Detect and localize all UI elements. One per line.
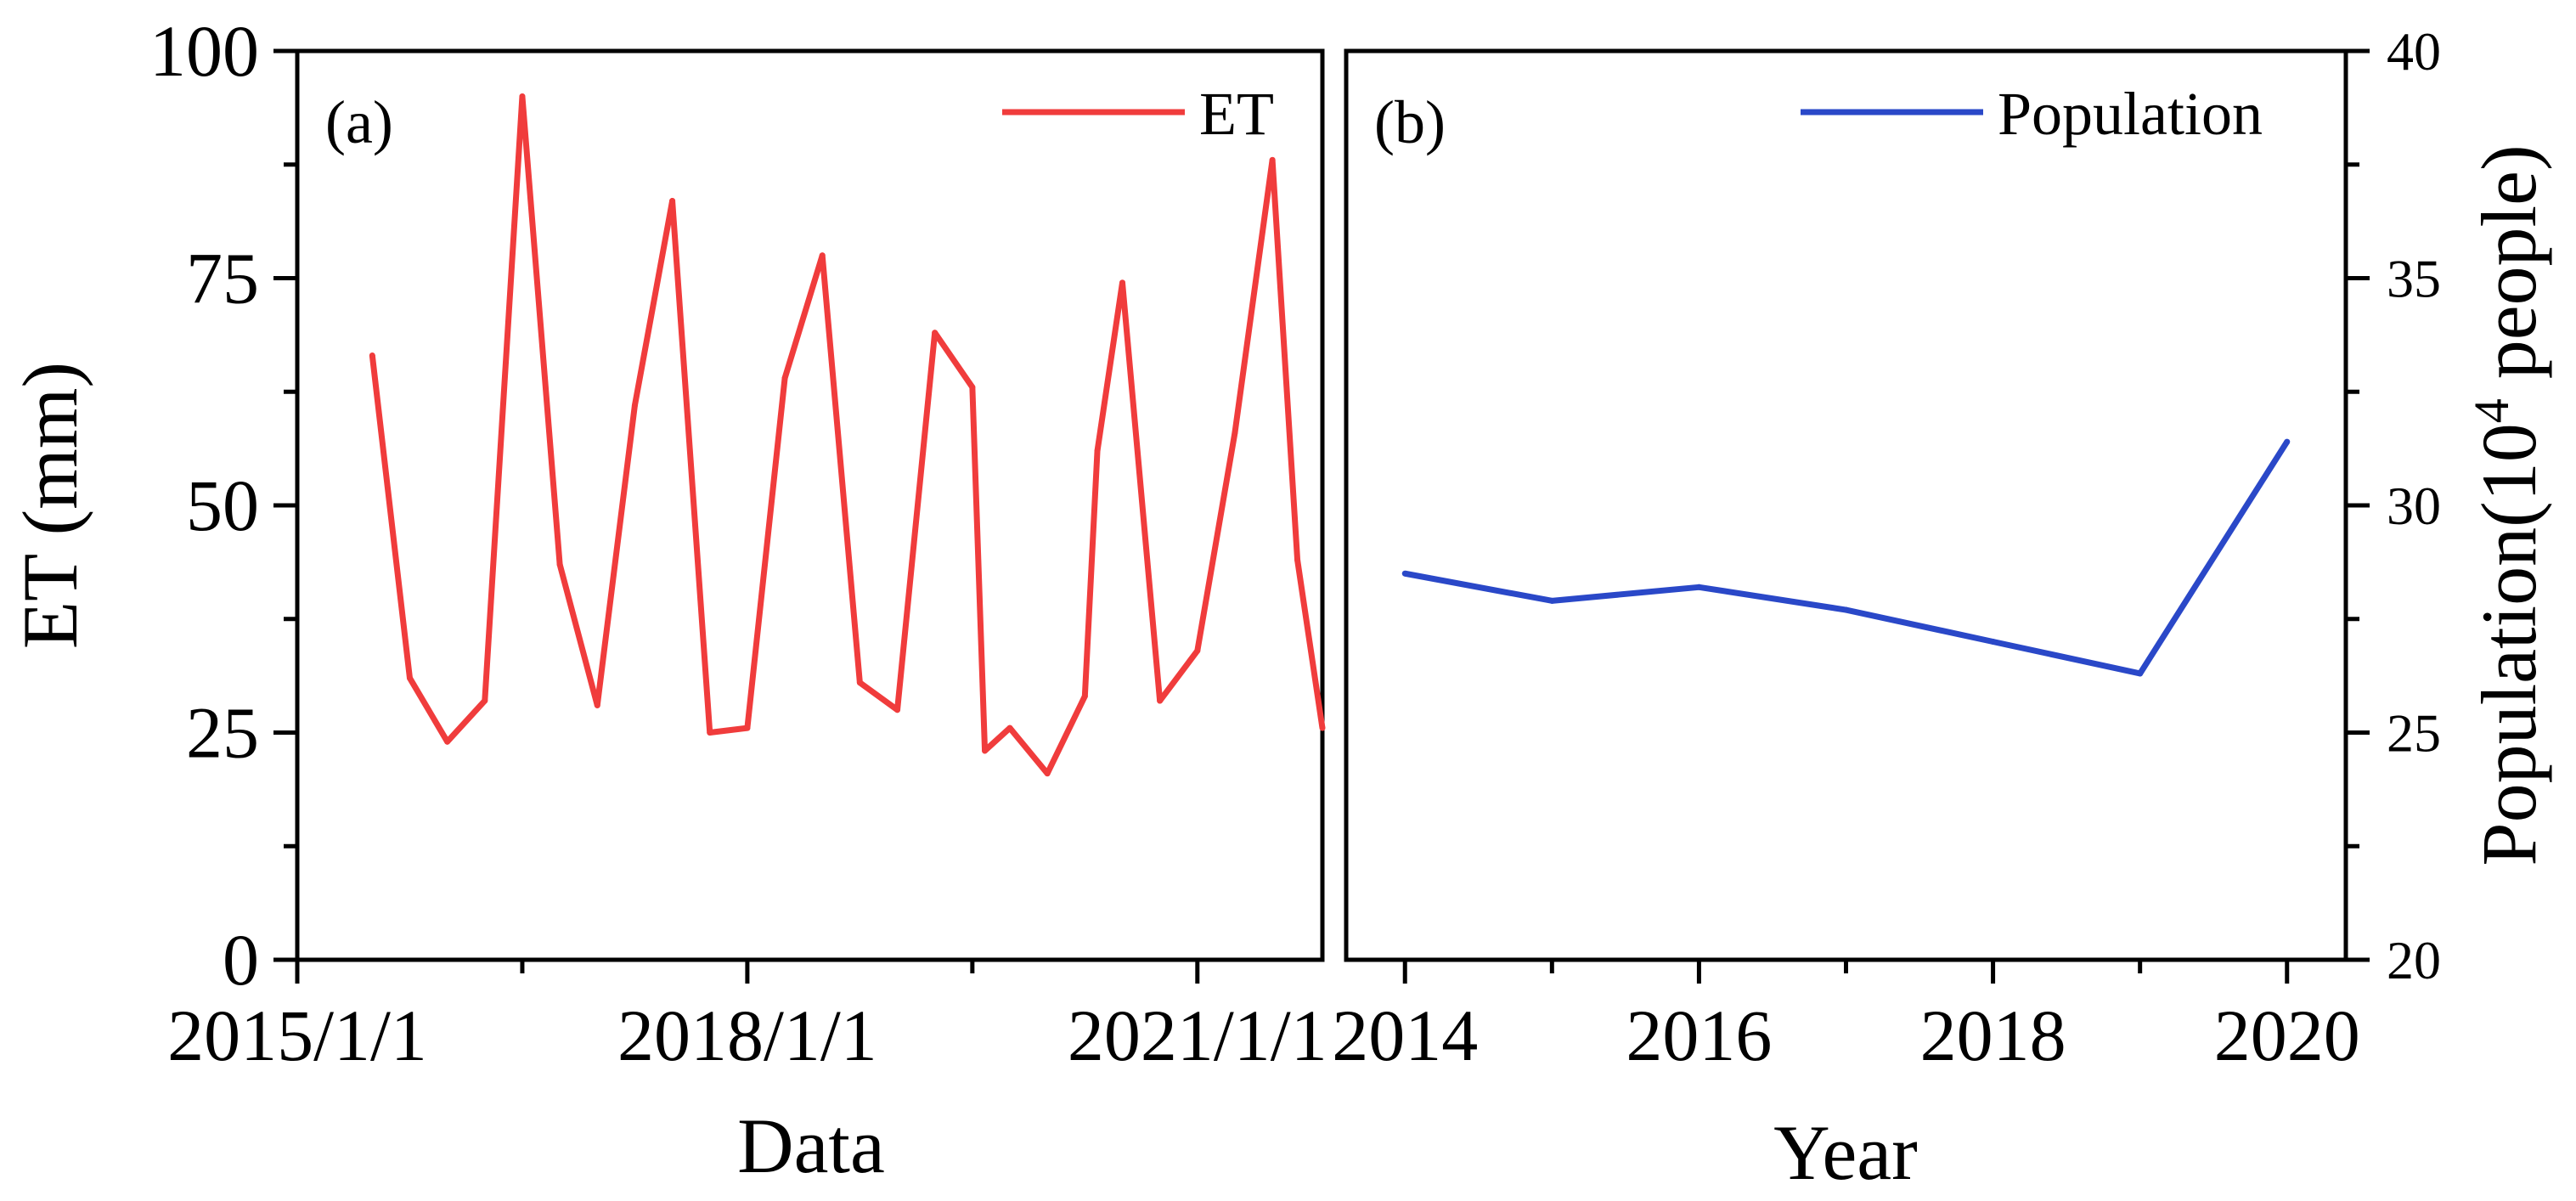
- et-point: [781, 375, 788, 381]
- et-point: [594, 702, 600, 708]
- panel-b-x-tick-label: 2014: [1332, 995, 1478, 1076]
- et-point: [1081, 693, 1088, 700]
- panel-b-x-ticks: 2014 2016 2018 2020: [1332, 960, 2360, 1076]
- et-point: [519, 93, 526, 99]
- legend-et-label: ET: [1199, 80, 1274, 148]
- et-point: [444, 738, 451, 745]
- panel-b-y-tick-label: 25: [2387, 703, 2441, 764]
- panel-b-x-tick-label: 2020: [2214, 995, 2360, 1076]
- panel-b-y-tick-label: 40: [2387, 21, 2441, 82]
- population-ylabel-head: Population(10: [2466, 423, 2552, 866]
- panel-b-x-tick-label: 2016: [1626, 995, 1772, 1076]
- et-point: [1232, 429, 1238, 436]
- et-data-points: [369, 93, 1326, 777]
- panel-b-y-axis-title: Population(104 people): [2464, 144, 2552, 866]
- panel-b-y-tick-label: 20: [2387, 930, 2441, 990]
- panel-b-x-tick-label: 2018: [1920, 995, 2066, 1076]
- et-point: [744, 725, 751, 731]
- et-point: [482, 697, 488, 704]
- panel-b-y-tick-label: 35: [2387, 249, 2441, 309]
- panel-a-y-tick-label: 25: [186, 692, 259, 774]
- panel-b-label: (b): [1374, 88, 1446, 156]
- panel-b-y-ticks: 20 25 30 35 40: [2346, 21, 2441, 990]
- et-point: [982, 747, 989, 754]
- et-point: [369, 352, 375, 358]
- et-point: [1006, 725, 1013, 731]
- et-point: [707, 730, 713, 736]
- et-point: [556, 561, 563, 568]
- et-point: [1044, 770, 1051, 777]
- panel-a-label: (a): [325, 88, 393, 156]
- panel-a-y-tick-label: 100: [149, 10, 259, 92]
- panel-a-frame: [295, 48, 1325, 962]
- et-point: [856, 679, 863, 686]
- et-series-line: [369, 93, 1326, 777]
- et-point: [1294, 556, 1301, 563]
- panel-a-x-axis-title: Data: [737, 1102, 885, 1189]
- population-point: [1695, 584, 1702, 590]
- panel-a-y-axis-title: ET (mm): [7, 362, 93, 649]
- population-ylabel-tail: people): [2466, 144, 2552, 398]
- et-point: [1194, 647, 1201, 654]
- panel-a-y-tick-label: 0: [223, 919, 259, 1001]
- et-point: [932, 330, 939, 336]
- panel-b: 20 25 30 35 40 2014 2016 2018 2020 (b) Populati…: [1332, 21, 2552, 1196]
- et-point: [1157, 697, 1164, 704]
- et-point: [631, 402, 638, 409]
- panel-a-y-tick-label: 75: [186, 238, 259, 319]
- et-point: [819, 252, 826, 259]
- population-point: [2137, 670, 2144, 677]
- et-point: [1119, 279, 1125, 286]
- et-point: [1094, 448, 1101, 454]
- panel-a-x-tick-label: 2021/1/1: [1068, 995, 1327, 1076]
- panel-a-x-ticks: 2015/1/1 2018/1/1 2021/1/1: [167, 960, 1327, 1076]
- population-data-points: [1401, 438, 2291, 677]
- panel-a-y-tick-label: 50: [186, 465, 259, 546]
- et-point: [969, 384, 976, 391]
- et-point: [894, 707, 901, 713]
- population-series-line: [1404, 440, 2290, 677]
- population-point: [1990, 639, 1997, 645]
- panel-a-y-ticks: 0 25 50 75 100: [149, 10, 297, 1001]
- legend-population-label: Population: [1998, 80, 2263, 148]
- population-point: [1401, 570, 1408, 577]
- et-point: [1319, 725, 1326, 731]
- population-point: [1548, 597, 1555, 604]
- panel-b-frame: [1344, 48, 2348, 962]
- panel-a-x-tick-label: 2018/1/1: [617, 995, 877, 1076]
- panel-b-x-axis-title: Year: [1773, 1109, 1918, 1196]
- et-point: [1269, 156, 1276, 163]
- panel-a-x-tick-label: 2015/1/1: [167, 995, 427, 1076]
- population-point: [1843, 606, 1849, 613]
- population-point: [2284, 438, 2291, 445]
- et-point: [406, 674, 413, 681]
- panel-b-y-tick-label: 30: [2387, 476, 2441, 536]
- et-point: [669, 198, 676, 205]
- population-ylabel-superscript: 4: [2464, 398, 2519, 423]
